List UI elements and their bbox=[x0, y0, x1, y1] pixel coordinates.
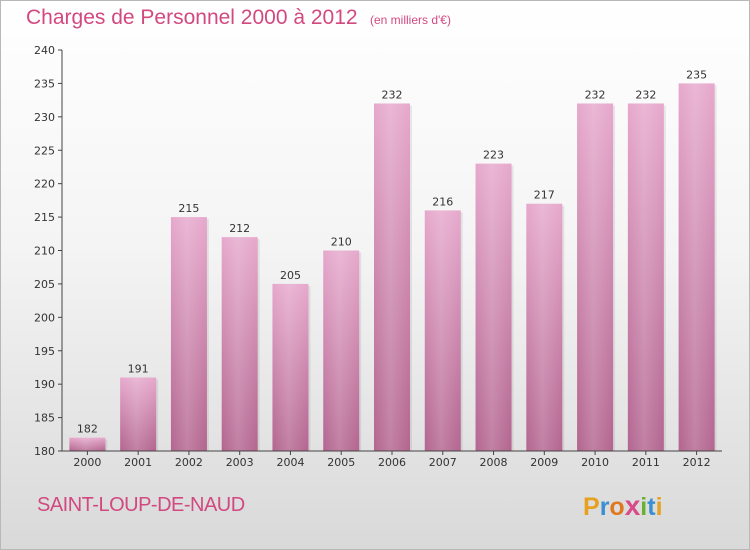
y-tick-label: 195 bbox=[34, 345, 55, 358]
bar-highlight bbox=[577, 103, 614, 451]
town-name: SAINT-LOUP-DE-NAUD bbox=[37, 494, 245, 516]
y-tick-label: 185 bbox=[34, 412, 55, 425]
y-tick-label: 190 bbox=[34, 378, 55, 391]
x-tick-label: 2010 bbox=[581, 456, 609, 469]
value-label: 217 bbox=[534, 189, 555, 202]
value-label: 182 bbox=[77, 423, 98, 436]
y-tick-label: 180 bbox=[34, 445, 55, 458]
x-tick-label: 2000 bbox=[73, 456, 101, 469]
x-tick-label: 2007 bbox=[429, 456, 457, 469]
y-tick-label: 220 bbox=[34, 178, 55, 191]
value-label: 216 bbox=[432, 195, 453, 208]
value-label: 212 bbox=[229, 222, 250, 235]
y-tick-label: 210 bbox=[34, 245, 55, 258]
proxiti-logo: Proxiti bbox=[583, 490, 663, 521]
svg-text:Proxiti: Proxiti bbox=[583, 490, 663, 521]
y-tick-label: 230 bbox=[34, 111, 55, 124]
value-label: 191 bbox=[128, 362, 149, 375]
value-label: 223 bbox=[483, 149, 504, 162]
bar-highlight bbox=[120, 377, 157, 451]
x-tick-label: 2012 bbox=[683, 456, 711, 469]
value-label: 235 bbox=[686, 68, 707, 81]
value-label: 232 bbox=[635, 88, 656, 101]
x-tick-label: 2003 bbox=[226, 456, 254, 469]
bar-highlight bbox=[69, 437, 106, 451]
x-tick-label: 2008 bbox=[480, 456, 508, 469]
bar-highlight bbox=[526, 203, 563, 451]
value-label: 210 bbox=[331, 236, 352, 249]
bar-highlight bbox=[374, 103, 410, 451]
y-tick-label: 215 bbox=[34, 211, 55, 224]
x-tick-label: 2011 bbox=[632, 456, 660, 469]
value-label: 215 bbox=[178, 202, 199, 215]
chart-subtitle: (en milliers d'€) bbox=[370, 13, 451, 27]
bar-highlight bbox=[475, 163, 512, 451]
bar-highlight bbox=[221, 237, 258, 451]
x-tick-label: 2005 bbox=[327, 456, 355, 469]
bar-highlight bbox=[678, 83, 715, 452]
y-tick-label: 200 bbox=[34, 311, 55, 324]
bar-highlight bbox=[272, 283, 309, 451]
value-label: 232 bbox=[382, 88, 403, 101]
bar-highlight bbox=[627, 103, 664, 451]
bar-highlight bbox=[323, 250, 360, 451]
y-tick-label: 225 bbox=[34, 144, 55, 157]
value-label: 205 bbox=[280, 269, 301, 282]
x-tick-label: 2004 bbox=[276, 456, 304, 469]
y-tick-label: 240 bbox=[34, 44, 55, 57]
x-tick-label: 2001 bbox=[124, 456, 152, 469]
x-tick-label: 2009 bbox=[530, 456, 558, 469]
y-tick-label: 205 bbox=[34, 278, 55, 291]
chart-title: Charges de Personnel 2000 à 2012 bbox=[26, 6, 358, 29]
x-tick-label: 2002 bbox=[175, 456, 203, 469]
value-label: 232 bbox=[585, 88, 606, 101]
x-tick-label: 2006 bbox=[378, 456, 406, 469]
bar-highlight bbox=[424, 210, 461, 451]
y-tick-label: 235 bbox=[34, 77, 55, 90]
bar-highlight bbox=[170, 217, 207, 451]
